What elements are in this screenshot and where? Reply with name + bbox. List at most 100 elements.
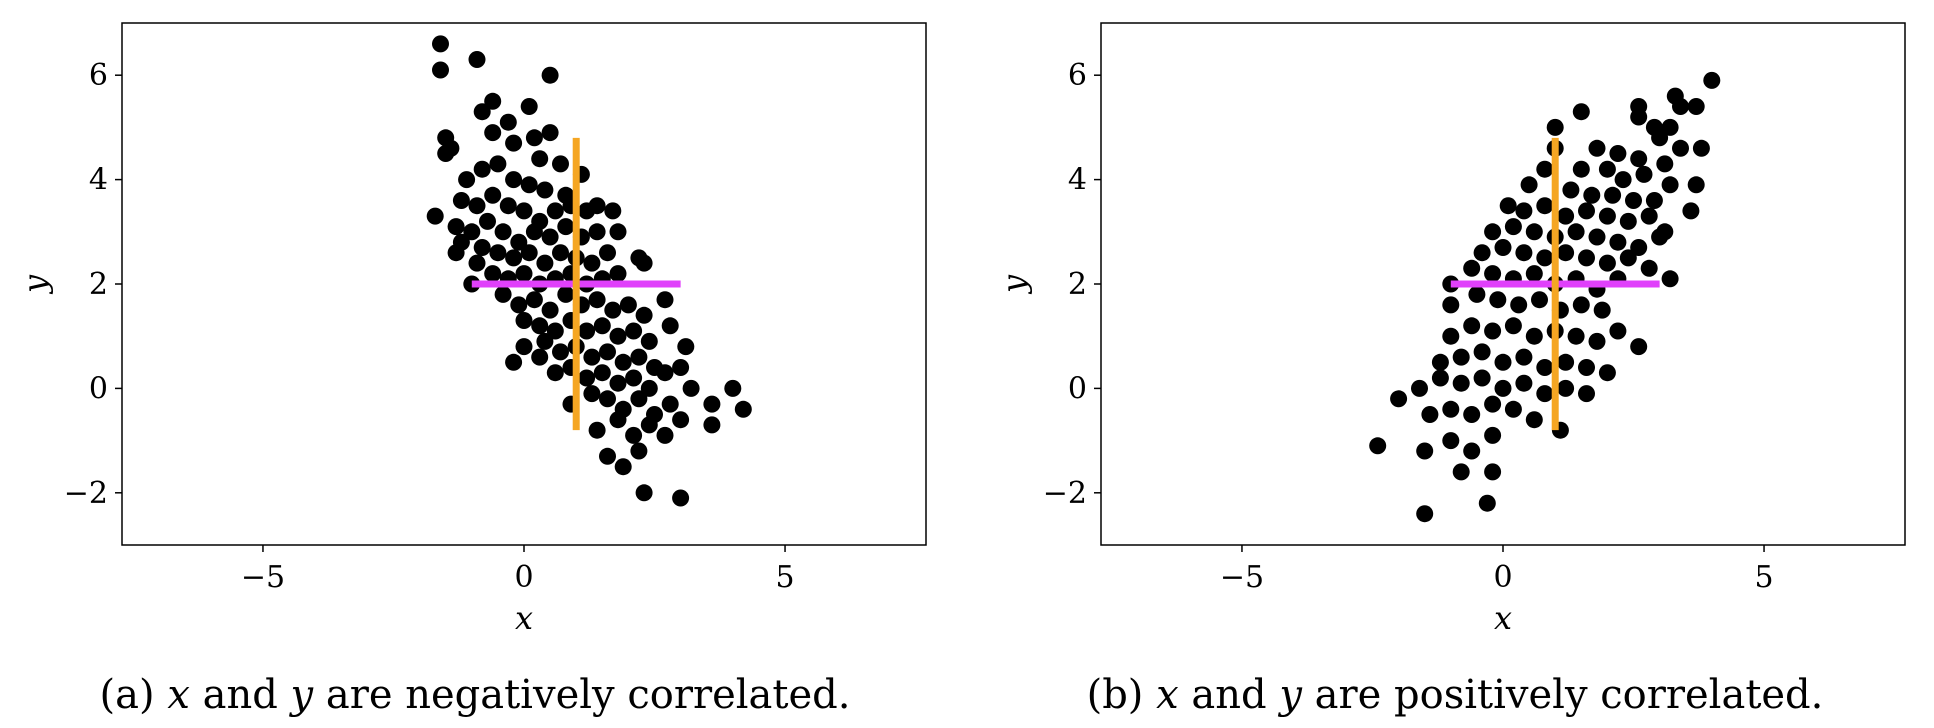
caption-var2: y: [1277, 672, 1303, 718]
scatter-point: [1473, 343, 1491, 361]
scatter-point: [672, 359, 690, 376]
scatter-point: [703, 395, 721, 413]
scatter-point: [557, 285, 575, 303]
scatter-point: [1473, 369, 1491, 387]
y-tick-label: −2: [64, 476, 108, 511]
scatter-point: [599, 390, 616, 408]
y-axis-label: y: [16, 274, 54, 295]
scatter-point: [609, 223, 627, 241]
caption: (a) x and y are negatively correlated.: [100, 672, 851, 718]
scatter-point: [1421, 406, 1439, 423]
y-tick-label: 2: [89, 267, 108, 302]
scatter-point: [1598, 160, 1616, 178]
scatter-point: [1411, 379, 1428, 397]
scatter-point: [1557, 379, 1575, 397]
scatter-point: [609, 265, 627, 283]
scatter-point: [1515, 374, 1533, 392]
scatter-point: [578, 369, 596, 387]
scatter-point: [1651, 228, 1669, 246]
scatter-point: [1442, 327, 1460, 345]
scatter-point: [604, 301, 622, 319]
scatter-point: [510, 296, 528, 314]
scatter-point: [1578, 359, 1595, 376]
scatter-point: [432, 61, 449, 79]
scatter-point: [546, 202, 564, 220]
y-tick-label: 6: [89, 58, 108, 93]
scatter-point: [505, 353, 523, 371]
scatter-point: [1630, 108, 1648, 126]
scatter-point: [1672, 139, 1689, 157]
scatter-point: [734, 400, 752, 418]
scatter-point: [656, 291, 674, 309]
scatter-point: [552, 244, 569, 262]
scatter-point: [1520, 176, 1538, 194]
caption-suffix: are negatively correlated.: [313, 672, 850, 718]
x-tick-label: 0: [514, 560, 533, 595]
scatter-point: [609, 411, 627, 429]
scatter-point: [635, 484, 653, 502]
scatter-point: [583, 348, 601, 366]
scatter-point: [661, 317, 679, 335]
scatter-point: [1562, 181, 1580, 199]
scatter-point: [1640, 207, 1658, 225]
scatter-point: [1515, 348, 1533, 366]
scatter-point: [1546, 118, 1564, 136]
caption-prefix: (b): [1087, 672, 1157, 718]
scatter-point: [1536, 385, 1554, 403]
scatter-point: [1630, 150, 1648, 168]
scatter-point: [1583, 186, 1601, 204]
caption-suffix: are positively correlated.: [1302, 672, 1823, 718]
scatter-point: [703, 416, 721, 434]
scatter-point: [1515, 244, 1533, 262]
scatter-point: [1661, 270, 1679, 288]
scatter-point: [599, 244, 616, 262]
scatter-point: [541, 301, 559, 319]
y-axis-label: y: [995, 274, 1033, 295]
caption-var2: y: [289, 672, 315, 718]
scatter-point: [499, 197, 517, 215]
scatter-point: [505, 171, 523, 189]
scatter-point: [458, 171, 476, 189]
scatter-point: [1494, 353, 1512, 371]
y-tick-label: 4: [89, 163, 108, 198]
scatter-point: [1572, 296, 1590, 314]
scatter-point: [1536, 359, 1554, 376]
scatter-point: [1598, 364, 1616, 382]
scatter-point: [1609, 145, 1627, 162]
x-tick-label: 0: [1493, 560, 1512, 595]
scatter-point: [552, 343, 569, 361]
y-tick-label: −2: [1043, 476, 1087, 511]
scatter-point: [531, 348, 549, 366]
scatter-point: [552, 155, 569, 173]
scatter-point: [1494, 379, 1512, 397]
caption-and: and: [190, 672, 291, 718]
scatter-point: [625, 322, 643, 340]
scatter-point: [1578, 202, 1595, 220]
scatter-point: [583, 385, 601, 403]
scatter-point: [536, 332, 554, 350]
scatter-point: [1593, 301, 1611, 319]
scatter-point: [1609, 322, 1627, 340]
scatter-point: [1416, 505, 1434, 523]
scatter-point: [724, 379, 742, 397]
caption-var1: x: [1156, 672, 1179, 718]
scatter-point: [630, 442, 648, 460]
scatter-point: [1442, 400, 1460, 418]
scatter-point: [1656, 155, 1674, 173]
scatter-point: [536, 181, 554, 199]
scatter-point: [1536, 249, 1554, 267]
y-tick-label: 0: [1068, 371, 1087, 406]
scatter-point: [525, 291, 543, 309]
scatter-point: [452, 192, 470, 209]
scatter-point: [1572, 103, 1590, 121]
scatter-point: [447, 244, 465, 262]
scatter-point: [583, 254, 601, 272]
scatter-point: [1478, 494, 1496, 512]
scatter-point: [484, 186, 502, 204]
scatter-point: [682, 379, 700, 397]
scatter-point: [1604, 186, 1622, 204]
scatter-point: [1588, 332, 1606, 350]
scatter-point: [1635, 165, 1653, 183]
